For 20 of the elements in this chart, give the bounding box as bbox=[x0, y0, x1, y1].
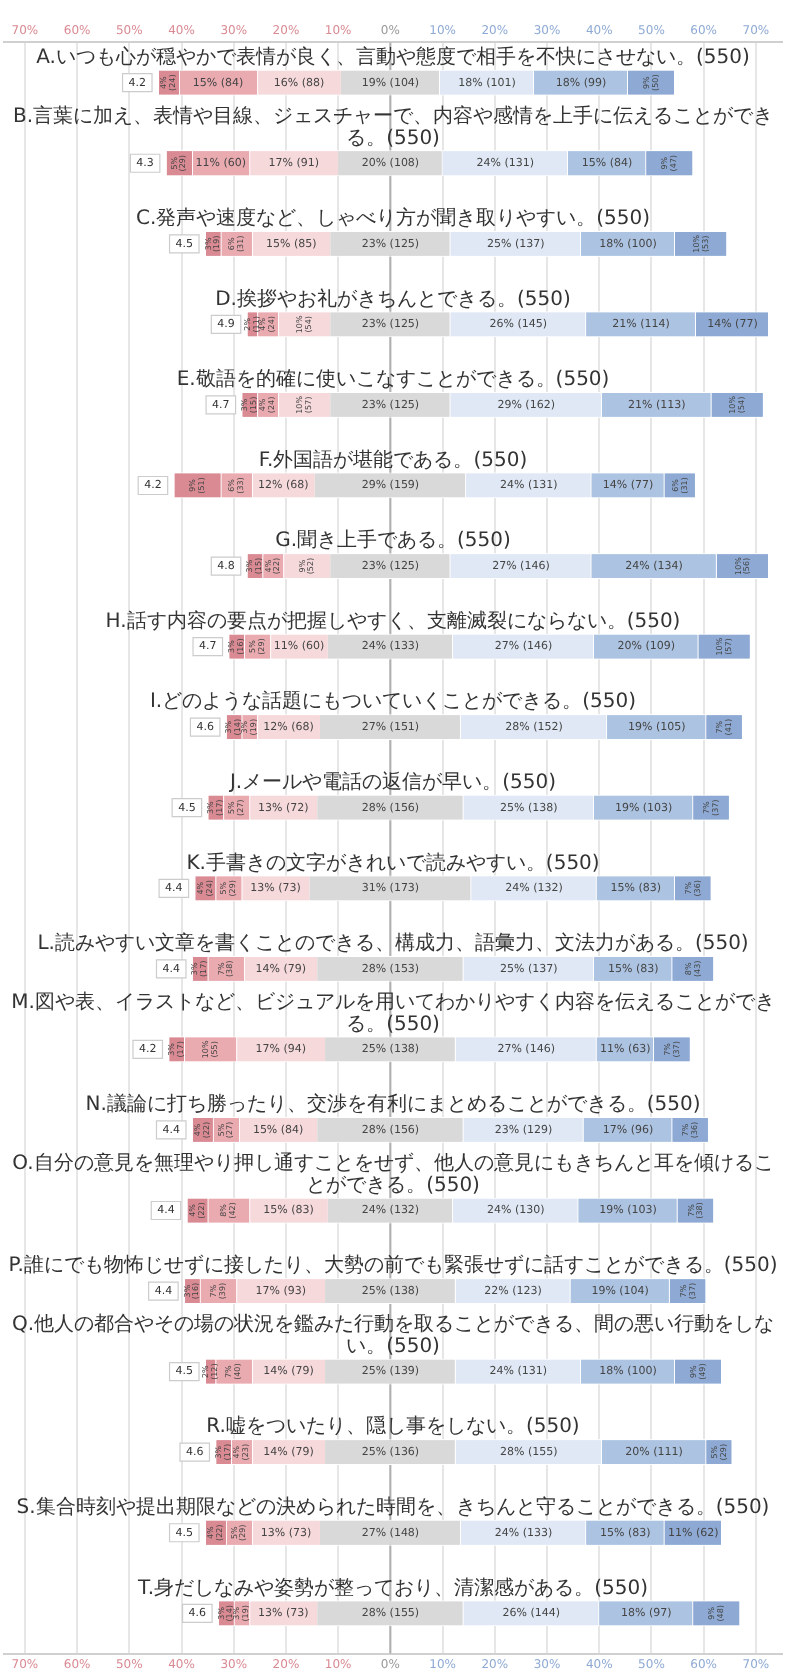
y-tick-label: G.聞き上手である。(550) bbox=[275, 528, 511, 553]
y-tick-label: A.いつも心が穏やかで表情が良く、言動や態度で相手を不快にさせない。(550) bbox=[36, 44, 750, 69]
y-tick-label: P.誰にでも物怖じせずに接したり、大勢の前でも緊張せずに話すことができる。(550) bbox=[8, 1253, 778, 1278]
y-tick-label: Q.他人の都合やその場の状況を鑑みた行動を取ることができる、間の悪い行動をしない。(550) bbox=[11, 1311, 775, 1358]
y-tick-label: O.自分の意見を無理やり押し通すことをせず、他人の意見にもきちんと耳を傾けることができる。(550) bbox=[12, 1150, 774, 1197]
y-tick-label: C.発声や速度など、しゃべり方が聞き取りやすい。(550) bbox=[135, 206, 651, 231]
y-tick-label: S.集合時刻や提出期限などの決められた時間を、きちんと守ることができる。(550) bbox=[16, 1495, 770, 1520]
y-tick-label: N.議論に打ち勝ったり、交渉を有利にまとめることができる。(550) bbox=[85, 1092, 701, 1117]
y-tick-label: T.身だしなみや姿勢が整っており、清潔感がある。(550) bbox=[136, 1575, 649, 1600]
y-tick-label: R.嘘をついたり、隠し事をしない。(550) bbox=[206, 1414, 580, 1439]
y-tick-label: D.挨拶やお礼がきちんとできる。(550) bbox=[215, 286, 571, 311]
y-tick-label: K.手書きの文字がきれいで読みやすい。(550) bbox=[186, 850, 600, 875]
y-tick-label: J.メールや電話の返信が早い。(550) bbox=[227, 770, 557, 795]
y-tick-label: F.外国語が堪能である。(550) bbox=[258, 447, 528, 472]
y-tick-label: L.読みやすい文章を書くことのできる、構成力、語彙力、文法力がある。(550) bbox=[37, 931, 749, 956]
y-tick-label: B.言葉に加え、表情や目線、ジェスチャーで、内容や感情を上手に伝えることができる。(550) bbox=[12, 103, 774, 150]
y-tick-label: E.敬語を的確に使いこなすことができる。(550) bbox=[176, 367, 610, 392]
y-tick-label: I.どのような話題にもついていくことができる。(550) bbox=[149, 689, 637, 714]
y-tick-label: M.図や表、イラストなど、ビジュアルを用いてわかりやすく内容を伝えることができる。(550) bbox=[11, 989, 775, 1036]
y-tick-label: H.話す内容の要点が把握しやすく、支離滅裂にならない。(550) bbox=[105, 608, 681, 633]
